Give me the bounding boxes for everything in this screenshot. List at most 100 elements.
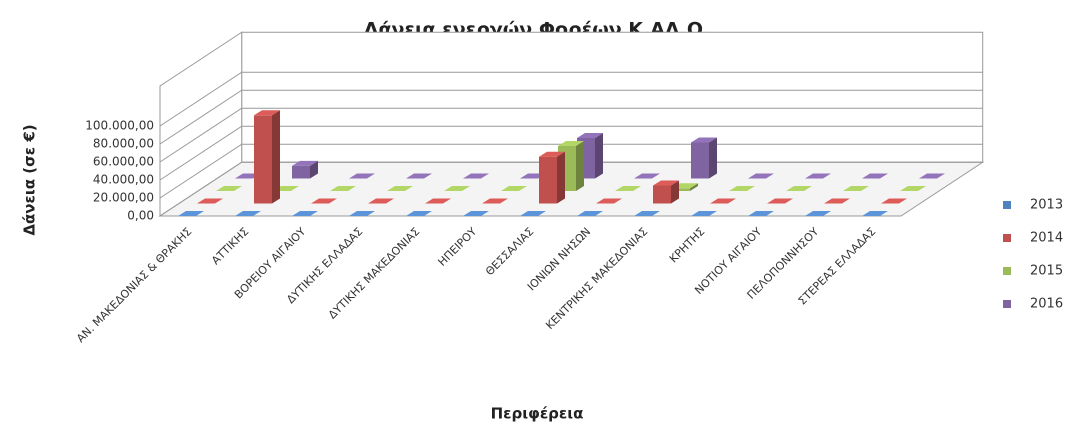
- bar: [311, 198, 337, 204]
- legend-label: 2015: [1030, 264, 1063, 279]
- bar: [349, 211, 375, 217]
- bar: [235, 211, 261, 217]
- bar-top: [387, 186, 413, 191]
- bar-front: [653, 185, 671, 204]
- y-tick-label: 100.000,00: [85, 119, 154, 133]
- bar: [691, 211, 717, 217]
- bar-top: [577, 211, 603, 216]
- bar: [881, 198, 907, 204]
- x-axis-title: Περιφέρεια: [491, 405, 584, 423]
- bar: [330, 186, 356, 192]
- back-wall: [241, 31, 984, 163]
- x-tick-label: ΘΕΣΣΑΛΙΑΣ: [483, 225, 536, 278]
- y-tick-label: 40.000,00: [93, 173, 154, 187]
- bar: [596, 198, 622, 204]
- bar-top: [216, 186, 242, 191]
- bar: [482, 198, 508, 204]
- bar-top: [292, 211, 318, 216]
- y-tick-label: 60.000,00: [93, 155, 154, 169]
- bar-top: [349, 211, 375, 216]
- bar: [501, 186, 527, 192]
- bar: [634, 211, 660, 217]
- bar: [292, 211, 318, 217]
- bar-top: [843, 186, 869, 191]
- bar-front: [672, 188, 690, 191]
- bar: [406, 173, 432, 179]
- bar: [805, 211, 831, 217]
- legend-label: 2014: [1030, 231, 1063, 246]
- bar-top: [805, 211, 831, 216]
- bar-top: [520, 211, 546, 216]
- x-tick-label: ΑΝ. ΜΑΚΕΔΟΝΙΑΣ & ΘΡΑΚΗΣ: [74, 225, 194, 345]
- bar-top: [368, 198, 394, 204]
- legend-label: 2013: [1030, 198, 1063, 213]
- bar-top: [349, 173, 375, 179]
- bar: [387, 186, 413, 192]
- grid-line: [159, 107, 983, 163]
- bar-top: [197, 198, 223, 204]
- bar: [862, 173, 888, 179]
- bar-top: [786, 186, 812, 191]
- bar: [786, 186, 812, 192]
- bar: [577, 211, 603, 217]
- legend-swatch: [1003, 300, 1011, 308]
- bar: [292, 160, 318, 179]
- bar-top: [596, 198, 622, 204]
- bar-front: [691, 142, 709, 179]
- bar-top: [729, 186, 755, 191]
- x-tick-label: ΑΤΤΙΚΗΣ: [209, 225, 251, 267]
- bar-top: [767, 198, 793, 204]
- bar: [444, 186, 470, 192]
- bar-top: [653, 180, 679, 186]
- grid-line: [159, 143, 983, 199]
- bar: [710, 198, 736, 204]
- bar-top: [862, 173, 888, 179]
- y-tick-label: 80.000,00: [93, 137, 154, 151]
- bar-side: [576, 141, 584, 191]
- x-tick-label: ΚΕΝΤΡΙΚΗΣ ΜΑΚΕΔΟΝΙΑΣ: [543, 225, 650, 332]
- bar-top: [444, 186, 470, 191]
- y-tick-label: 0,00: [127, 209, 154, 223]
- bar: [216, 186, 242, 192]
- bar: [178, 211, 204, 217]
- bar-top: [311, 198, 337, 204]
- bar-top: [463, 173, 489, 179]
- x-tick-label: ΗΠΕΙΡΟΥ: [436, 225, 480, 269]
- bar: [843, 186, 869, 192]
- bar: [805, 173, 831, 179]
- bar-top: [691, 137, 717, 143]
- bar-side: [595, 133, 603, 179]
- bar-top: [805, 173, 831, 179]
- bar: [767, 198, 793, 204]
- bar-top: [292, 160, 318, 166]
- bar: [615, 186, 641, 192]
- bar-top: [691, 211, 717, 216]
- bar-top: [539, 151, 565, 157]
- bar-top: [881, 198, 907, 204]
- bar-top: [900, 186, 926, 191]
- bar: [691, 137, 717, 179]
- bar: [634, 173, 660, 179]
- bar-top: [710, 198, 736, 204]
- bar: [349, 173, 375, 179]
- bar-top: [330, 186, 356, 191]
- bar: [539, 151, 565, 204]
- legend-swatch: [1003, 234, 1011, 242]
- bar: [653, 180, 679, 204]
- bar-front: [292, 165, 310, 179]
- bar: [919, 173, 945, 179]
- bar: [900, 186, 926, 192]
- legend-swatch: [1003, 267, 1011, 275]
- bar-top: [824, 198, 850, 204]
- bar: [748, 211, 774, 217]
- bar: [824, 198, 850, 204]
- bar-top: [178, 211, 204, 216]
- bar-front: [254, 115, 272, 204]
- bar-top: [577, 133, 603, 138]
- legend-swatch: [1003, 201, 1011, 209]
- y-axis-title: Δάνεια (σε €): [21, 124, 39, 235]
- y-tick-label: 20.000,00: [93, 191, 154, 205]
- bar-top: [862, 211, 888, 216]
- bar-top: [634, 173, 660, 179]
